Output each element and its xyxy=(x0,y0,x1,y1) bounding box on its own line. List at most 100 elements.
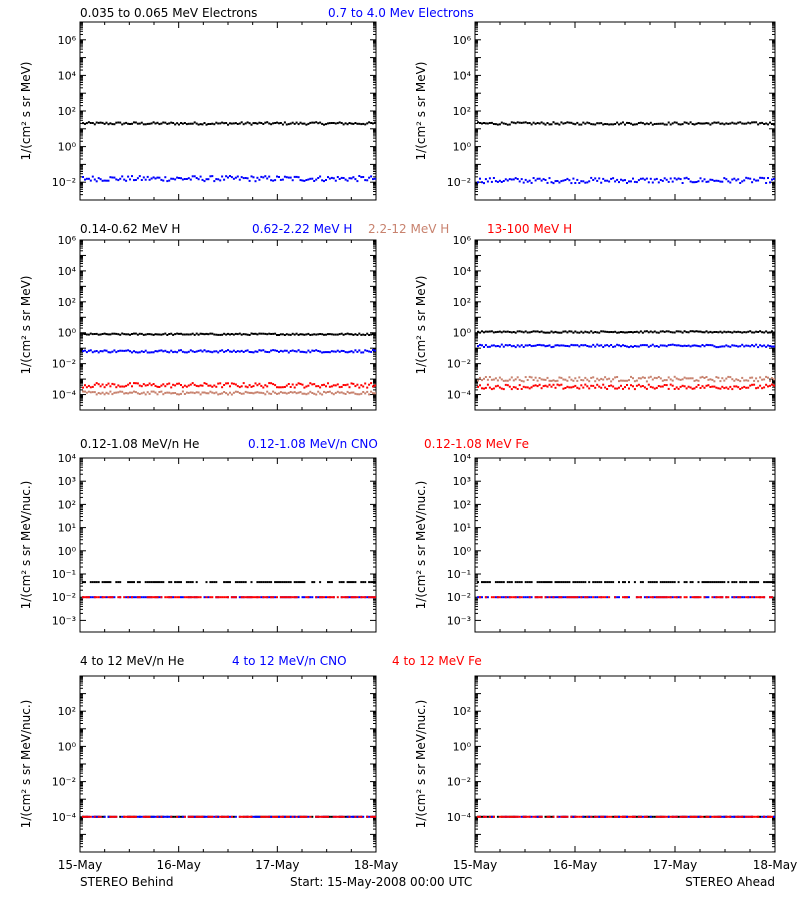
data-point xyxy=(661,344,664,347)
data-point xyxy=(735,596,738,599)
data-point xyxy=(297,382,300,385)
data-point xyxy=(578,376,581,379)
data-point xyxy=(657,331,660,334)
data-point xyxy=(144,596,147,599)
data-point xyxy=(240,333,243,336)
data-point xyxy=(174,350,177,353)
data-point xyxy=(229,391,231,394)
data-point xyxy=(193,333,196,336)
data-point xyxy=(246,349,249,352)
data-point xyxy=(246,333,249,336)
data-point xyxy=(264,596,267,599)
data-point xyxy=(697,330,700,333)
data-point xyxy=(711,122,714,125)
data-point xyxy=(348,581,351,584)
data-point xyxy=(160,596,163,599)
data-point xyxy=(162,393,165,396)
data-point xyxy=(279,333,282,336)
data-point xyxy=(297,391,300,394)
data-point xyxy=(711,815,714,818)
data-point xyxy=(765,383,768,386)
data-point xyxy=(195,815,198,818)
data-point xyxy=(695,815,698,818)
data-point xyxy=(85,391,88,394)
data-point xyxy=(82,122,84,125)
data-point xyxy=(647,345,650,348)
data-point xyxy=(566,177,569,180)
data-point xyxy=(739,121,742,124)
data-point xyxy=(232,391,235,394)
data-point xyxy=(548,383,551,386)
data-point xyxy=(588,122,591,125)
data-point xyxy=(741,596,744,599)
data-point xyxy=(352,391,355,394)
data-point xyxy=(234,122,237,125)
legend-entry: 0.035 to 0.065 MeV Electrons xyxy=(80,6,257,20)
data-point xyxy=(522,380,525,383)
data-point xyxy=(721,596,724,599)
data-point xyxy=(612,581,615,584)
data-point xyxy=(121,385,124,388)
data-point xyxy=(223,596,226,599)
data-point xyxy=(368,815,371,818)
data-point xyxy=(103,122,106,125)
data-point xyxy=(558,815,561,818)
data-point xyxy=(146,596,149,599)
data-point xyxy=(309,121,312,124)
data-point xyxy=(590,596,593,599)
data-point xyxy=(181,350,184,353)
data-point xyxy=(721,180,724,183)
data-point xyxy=(745,581,748,584)
data-point xyxy=(624,596,626,599)
data-point xyxy=(295,392,298,395)
data-point xyxy=(268,815,271,818)
data-point xyxy=(514,581,517,584)
data-point xyxy=(729,331,732,334)
data-point xyxy=(260,596,263,599)
data-point xyxy=(232,349,235,352)
data-point xyxy=(209,123,212,125)
data-point xyxy=(576,815,579,818)
data-point xyxy=(117,581,120,584)
data-point xyxy=(711,178,714,181)
data-point xyxy=(490,121,493,124)
data-point xyxy=(131,581,133,584)
data-point xyxy=(181,390,184,393)
data-point xyxy=(193,383,196,386)
data-point xyxy=(152,383,155,385)
data-point xyxy=(254,382,257,385)
data-point xyxy=(546,581,549,584)
data-point xyxy=(178,596,180,599)
data-point xyxy=(305,815,308,818)
data-point xyxy=(281,391,284,394)
data-point xyxy=(109,351,112,354)
data-point xyxy=(264,581,267,584)
data-point xyxy=(127,815,130,818)
data-point xyxy=(254,350,257,353)
data-point xyxy=(221,175,224,178)
data-point xyxy=(484,581,487,584)
data-point xyxy=(741,343,744,346)
data-point xyxy=(514,346,517,349)
data-point xyxy=(628,596,630,599)
data-point xyxy=(663,123,666,126)
data-point xyxy=(604,581,607,584)
data-point xyxy=(524,596,527,599)
data-point xyxy=(739,581,742,584)
data-point xyxy=(131,391,133,394)
data-point xyxy=(590,815,593,818)
data-point xyxy=(191,350,194,353)
data-point xyxy=(729,385,732,388)
data-point xyxy=(103,581,106,584)
data-point xyxy=(174,581,177,584)
data-point xyxy=(352,815,355,818)
data-point xyxy=(279,391,282,394)
data-point xyxy=(494,123,497,126)
y-tick-label: 10⁶ xyxy=(58,34,77,47)
data-point xyxy=(321,179,324,182)
data-point xyxy=(199,123,202,126)
data-point xyxy=(254,815,257,818)
data-point xyxy=(101,383,104,386)
data-point xyxy=(769,345,771,348)
